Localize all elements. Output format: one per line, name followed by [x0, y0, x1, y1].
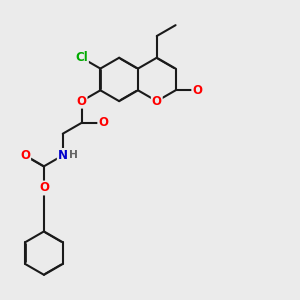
Text: O: O	[192, 84, 202, 97]
Text: H: H	[69, 150, 78, 161]
Text: O: O	[152, 95, 162, 108]
Text: O: O	[76, 95, 87, 108]
Text: N: N	[58, 149, 68, 162]
Text: O: O	[98, 116, 108, 129]
Text: O: O	[20, 149, 30, 162]
Text: Cl: Cl	[75, 51, 88, 64]
Text: O: O	[39, 182, 49, 194]
